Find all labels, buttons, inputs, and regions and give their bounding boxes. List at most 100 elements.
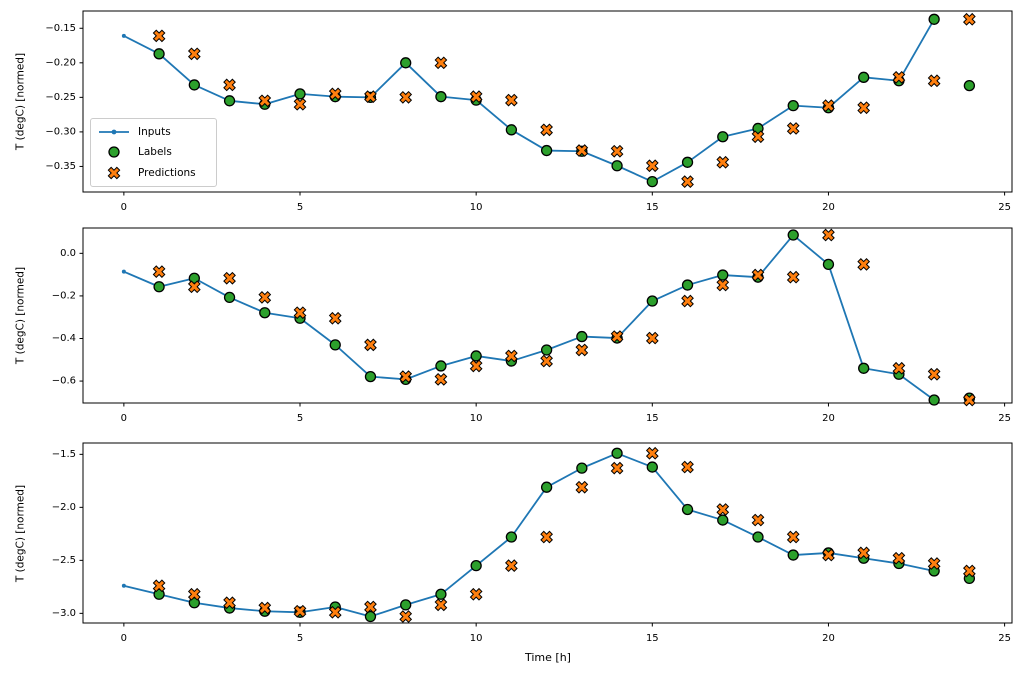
x-tick-label: 10 [470, 413, 483, 424]
predictions-point [751, 268, 765, 282]
predictions-point [364, 338, 377, 352]
labels-point [963, 79, 976, 92]
y-tick-label: −0.15 [45, 23, 76, 34]
predictions-point [645, 446, 659, 460]
labels-point [928, 13, 940, 25]
x-tick-label: 20 [822, 633, 835, 644]
predictions-point [822, 548, 835, 562]
predictions-point [152, 29, 166, 43]
panel-1-plot-area [82, 10, 1013, 193]
predictions-point [540, 123, 553, 137]
x-tick-label: 0 [121, 202, 127, 213]
predictions-point [469, 359, 483, 373]
y-tick-label: 0.0 [60, 248, 76, 259]
legend-label-labels: Labels [138, 146, 172, 159]
x-tick-label: 15 [646, 202, 659, 213]
labels-point [646, 175, 658, 188]
predictions-point [187, 47, 201, 61]
predictions-point [540, 354, 553, 368]
predictions-point [187, 280, 201, 294]
labels-point [505, 531, 518, 543]
labels-point [681, 156, 694, 168]
panel-2-axes: 0 5 10 15 20 25 0.0 −0.2 −0.4 −0.6 [52, 227, 1013, 424]
predictions-point [434, 598, 448, 612]
labels-point [153, 48, 165, 60]
labels-point [646, 461, 658, 473]
labels-point [540, 344, 553, 356]
panel-3-axes: 0 5 10 15 20 25 −1.5 −2.0 −2.5 −3.0 [52, 442, 1013, 644]
predictions-point [645, 159, 659, 173]
labels-point [787, 549, 799, 561]
predictions-point [293, 306, 307, 320]
inputs-line-icon [99, 129, 129, 135]
labels-point [646, 295, 658, 307]
legend-item-labels: Labels [98, 144, 216, 160]
predictions-point [681, 175, 694, 189]
y-axis-label-panel-1: T (degC) [normed] [14, 52, 27, 151]
predictions-point [610, 330, 624, 343]
predictions-point [399, 370, 413, 383]
y-tick-label: −3.0 [52, 608, 76, 619]
predictions-point [328, 311, 342, 325]
predictions-point [822, 228, 835, 242]
predictions-point [927, 367, 941, 381]
labels-point [470, 560, 482, 572]
labels-point [435, 360, 447, 372]
labels-point [822, 258, 835, 271]
predictions-point [681, 294, 694, 308]
predictions-point [187, 587, 201, 601]
y-tick-label: −0.20 [45, 57, 76, 68]
y-tick-label: −0.35 [45, 161, 76, 172]
predictions-point [505, 559, 518, 573]
predictions-point [575, 343, 589, 357]
predictions-point [716, 155, 730, 169]
labels-point [470, 350, 482, 362]
predictions-point [505, 93, 518, 107]
predictions-point [963, 393, 976, 407]
inputs-line [122, 234, 936, 401]
x-tick-label: 5 [297, 202, 303, 213]
labels-point [787, 229, 799, 241]
labels-point [223, 95, 236, 107]
predictions-point [681, 460, 694, 474]
labels-point [611, 447, 623, 459]
predictions-point [152, 265, 166, 279]
predictions-point [258, 94, 272, 108]
labels-point [435, 588, 447, 600]
labels-point [435, 91, 447, 103]
x-tick-label: 25 [998, 202, 1011, 213]
inputs-point [121, 33, 126, 38]
predictions-point [293, 604, 307, 618]
legend: Inputs Labels Predictions [90, 118, 217, 187]
labels-circle-icon [108, 146, 120, 159]
x-tick-label: 20 [822, 202, 835, 213]
predictions-point [152, 579, 166, 593]
inputs-point [121, 269, 126, 274]
labels-point [858, 71, 870, 83]
predictions-point [892, 361, 906, 375]
y-tick-label: −0.6 [52, 376, 76, 387]
predictions-point [610, 144, 624, 158]
x-tick-label: 0 [121, 413, 127, 424]
labels-point [576, 330, 588, 343]
inputs-point [121, 583, 126, 588]
predictions-point [645, 331, 659, 345]
x-tick-label: 25 [998, 413, 1011, 424]
predictions-point [399, 610, 413, 623]
legend-label-predictions: Predictions [138, 166, 196, 179]
predictions-point [927, 74, 941, 88]
labels-point [505, 124, 518, 136]
legend-item-inputs: Inputs [98, 124, 216, 140]
x-tick-label: 10 [470, 202, 483, 213]
predictions-point [716, 503, 730, 516]
predictions-point [822, 99, 835, 113]
labels-point [294, 88, 306, 100]
x-tick-label: 0 [121, 633, 127, 644]
labels-point [540, 144, 553, 157]
predictions-point [223, 271, 236, 285]
predictions-point [469, 90, 483, 104]
predictions-point [610, 461, 624, 475]
y-tick-label: −2.5 [52, 555, 76, 566]
